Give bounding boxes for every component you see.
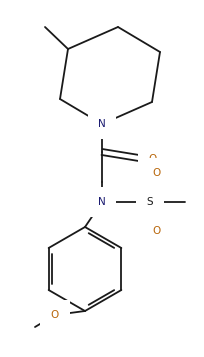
Text: O: O <box>148 154 156 164</box>
Text: O: O <box>152 168 160 178</box>
Text: O: O <box>51 310 59 320</box>
Text: N: N <box>98 119 105 129</box>
Text: N: N <box>98 197 105 207</box>
Text: O: O <box>152 226 160 236</box>
Text: S: S <box>146 197 153 207</box>
